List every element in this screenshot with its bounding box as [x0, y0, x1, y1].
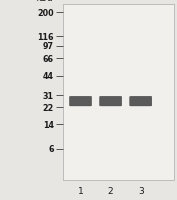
Text: 6: 6 — [48, 145, 54, 153]
Text: 31: 31 — [43, 91, 54, 100]
Text: 3: 3 — [138, 187, 144, 195]
Text: 14: 14 — [43, 120, 54, 129]
FancyBboxPatch shape — [99, 97, 122, 106]
FancyBboxPatch shape — [69, 97, 92, 106]
Text: 2: 2 — [108, 187, 113, 195]
Text: kDa: kDa — [37, 0, 54, 3]
Text: 200: 200 — [37, 9, 54, 17]
Bar — [63, 5, 174, 180]
Text: 116: 116 — [38, 33, 54, 41]
Text: 97: 97 — [43, 42, 54, 51]
Text: 1: 1 — [78, 187, 83, 195]
Text: 44: 44 — [43, 72, 54, 81]
Text: 22: 22 — [43, 103, 54, 112]
FancyBboxPatch shape — [130, 97, 152, 106]
Text: 66: 66 — [43, 55, 54, 63]
